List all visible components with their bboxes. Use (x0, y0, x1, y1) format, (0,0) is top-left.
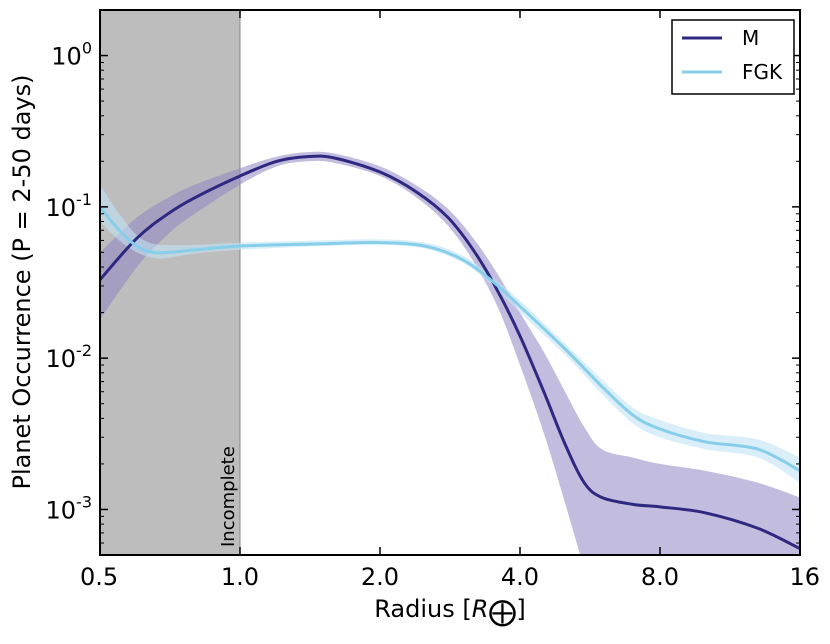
y-tick-label: 10-2 (46, 341, 93, 373)
x-axis-title: Radius [R⨁] (374, 595, 526, 628)
legend-label-fgk: FGK (742, 60, 783, 84)
x-axis-ticks: 0.5 1.0 2.0 4.0 8.0 16 (80, 10, 820, 591)
y-tick-label: 100 (51, 39, 92, 71)
line-m (100, 154, 800, 551)
line-fgk (100, 205, 800, 473)
band-m (100, 151, 800, 555)
x-tick-label: 2.0 (361, 563, 399, 591)
x-tick-label: 4.0 (501, 563, 539, 591)
earth-symbol: ⨁ (488, 595, 516, 628)
x-tick-label: 1.0 (221, 563, 259, 591)
y-tick-label: 10-3 (46, 492, 93, 524)
y-axis-title: Planet Occurrence (P = 2-50 days) (8, 74, 36, 489)
legend: M FGK (671, 19, 795, 95)
y-axis-ticks: 100 10-1 10-2 10-3 (46, 9, 800, 556)
x-tick-label: 8.0 (641, 563, 679, 591)
x-tick-label: 0.5 (80, 563, 118, 591)
legend-box (671, 19, 795, 95)
y-tick-label: 10-1 (46, 190, 93, 222)
x-tick-label: 16 (789, 563, 820, 591)
series-lines (100, 154, 800, 551)
incomplete-label: Incomplete (218, 446, 239, 547)
plot-frame (99, 9, 801, 556)
legend-label-m: M (742, 26, 759, 50)
